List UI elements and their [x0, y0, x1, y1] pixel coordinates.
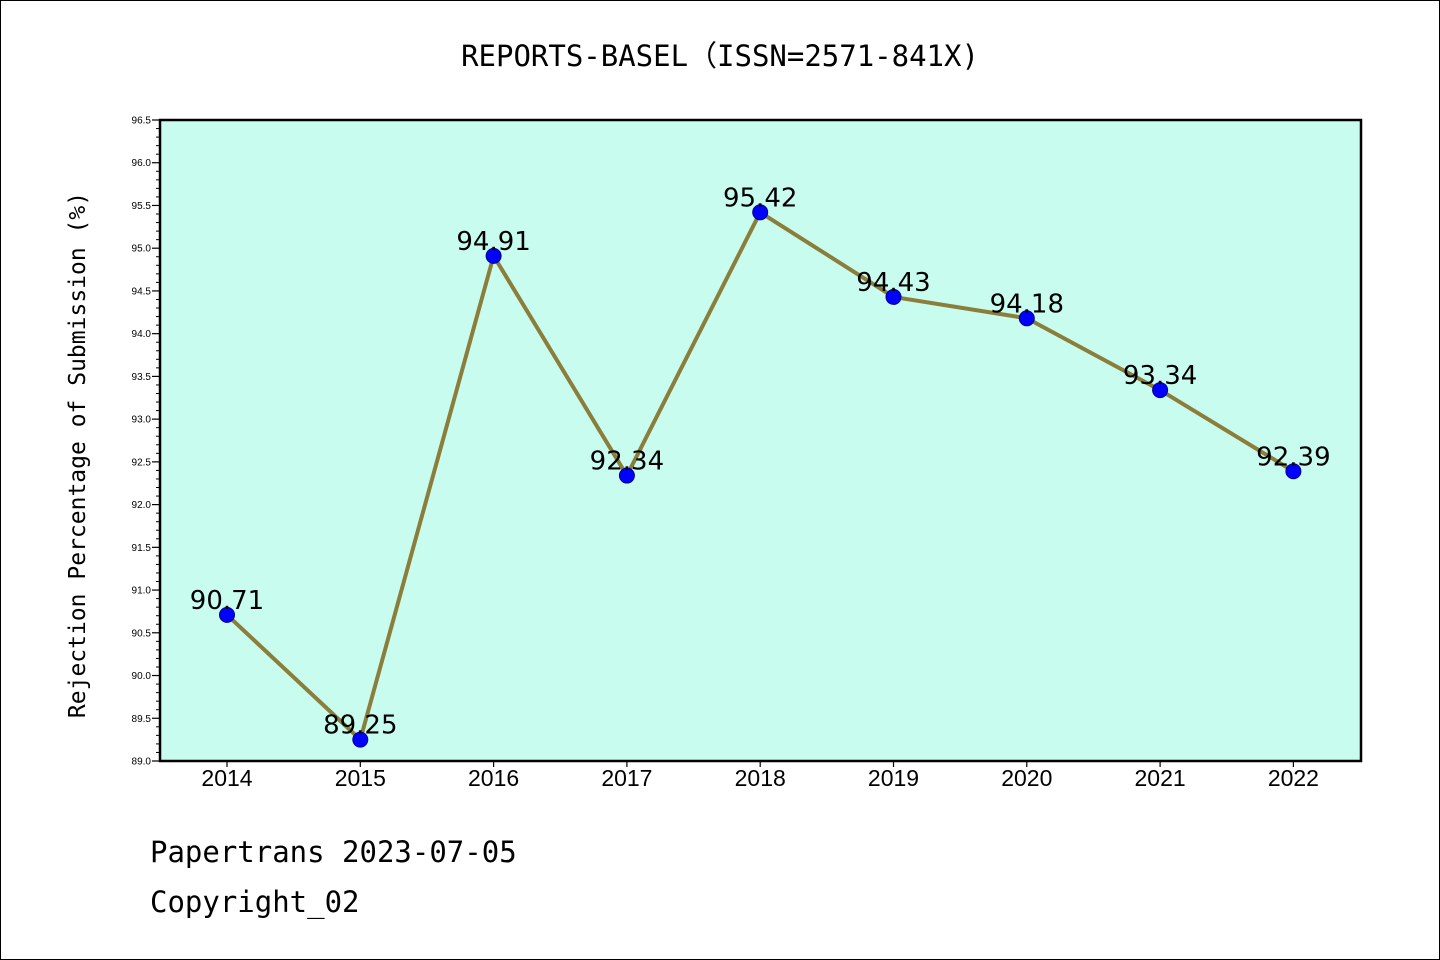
x-tick-label: 2016 — [468, 765, 519, 791]
y-tick-label: 91.5 — [132, 543, 152, 554]
y-tick-label: 90.5 — [132, 628, 152, 639]
data-point — [885, 288, 902, 305]
x-axis: 2014 2015 2016 2017 2018 2019 2020 2021 2022 — [201, 761, 1319, 791]
y-tick-label: 90.0 — [132, 671, 152, 682]
x-tick-label: 2019 — [868, 765, 919, 791]
y-tick-label: 93.0 — [132, 415, 152, 426]
y-tick-label: 95.5 — [132, 201, 152, 212]
data-label: 95.42 — [723, 183, 797, 213]
plot-area — [158, 118, 1363, 763]
x-tick-label: 2021 — [1135, 765, 1186, 791]
data-point — [1285, 463, 1302, 480]
data-labels: 90.71 89.25 94.91 92.34 95.42 94.43 94.18 93.34… — [190, 183, 1331, 740]
data-point — [1018, 310, 1035, 327]
x-tick-label: 2014 — [201, 765, 252, 791]
data-label: 92.39 — [1256, 442, 1330, 472]
x-tick-label: 2015 — [335, 765, 386, 791]
data-label: 89.25 — [323, 711, 397, 741]
chart-title: REPORTS-BASEL（ISSN=2571-841X) — [461, 39, 979, 73]
y-tick-label: 95.0 — [132, 244, 152, 255]
y-tick-label: 91.0 — [132, 586, 152, 597]
data-point — [219, 606, 235, 623]
x-tick-label: 2022 — [1268, 765, 1319, 791]
y-tick-label: 93.5 — [132, 372, 152, 383]
x-tick-label: 2020 — [1001, 765, 1052, 791]
y-tick-label: 92.5 — [132, 457, 152, 468]
y-axis-label: Rejection Percentage of Submission (%) — [65, 192, 91, 718]
y-tick-label: 89.5 — [132, 714, 152, 725]
data-point — [752, 204, 769, 221]
y-tick-label: 92.0 — [132, 500, 152, 511]
data-point — [618, 467, 635, 484]
x-tick-label: 2017 — [601, 765, 652, 791]
data-label: 90.71 — [190, 586, 264, 616]
y-tick-label: 96.0 — [132, 158, 152, 169]
data-point — [1152, 382, 1169, 399]
data-point — [485, 247, 502, 264]
y-tick-label: 89.0 — [132, 757, 152, 768]
data-label: 94.91 — [456, 227, 530, 257]
x-tick-label: 2018 — [735, 765, 786, 791]
data-label: 94.18 — [990, 289, 1064, 319]
footer-source: Papertrans 2023-07-05 — [150, 835, 517, 869]
y-axis: 89.0 89.5 90.0 90.5 91.0 91.5 92.0 92.5 93.0 93.5… — [132, 116, 160, 768]
y-tick-label: 94.5 — [132, 286, 152, 297]
series-markers — [219, 204, 1302, 748]
data-label: 93.34 — [1123, 361, 1197, 391]
data-label: 94.43 — [856, 268, 930, 298]
footer-copyright: Copyright_02 — [150, 885, 360, 919]
data-label: 92.34 — [590, 447, 664, 477]
y-tick-label: 96.5 — [132, 116, 152, 127]
data-point — [352, 731, 369, 748]
y-tick-label: 94.0 — [132, 329, 152, 340]
